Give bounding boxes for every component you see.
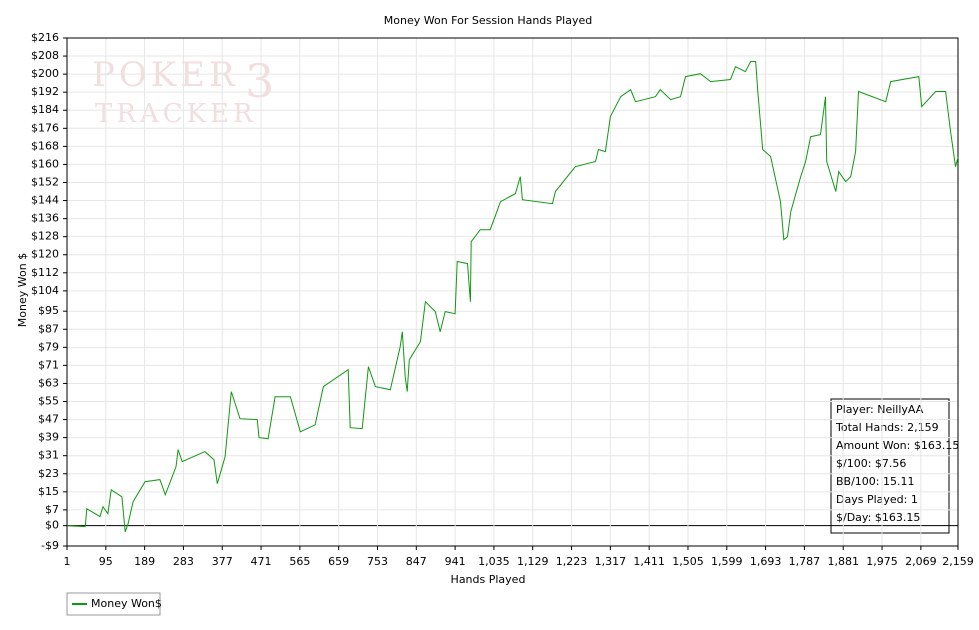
y-tick-label: $55 <box>38 395 59 408</box>
y-tick-label: $184 <box>31 103 59 116</box>
x-tick-label: 2,159 <box>942 555 974 568</box>
x-tick-label: 2,069 <box>905 555 937 568</box>
x-tick-label: 1,411 <box>633 555 665 568</box>
y-tick-label: $39 <box>38 431 59 444</box>
y-tick-label: $31 <box>38 449 59 462</box>
y-tick-label: $79 <box>38 340 59 353</box>
x-tick-label: 1,787 <box>789 555 821 568</box>
x-tick-label: 1,975 <box>866 555 898 568</box>
x-tick-label: 941 <box>445 555 466 568</box>
x-tick-label: 1,317 <box>595 555 627 568</box>
x-tick-label: 659 <box>328 555 349 568</box>
series-line <box>66 61 959 532</box>
y-tick-label: $152 <box>31 175 59 188</box>
y-tick-label: $144 <box>31 194 59 207</box>
chart-title: Money Won For Session Hands Played <box>384 14 592 27</box>
info-box: Player: NeillyAA Total Hands: 2,159 Amount… <box>830 398 959 534</box>
x-tick-label: 283 <box>173 555 194 568</box>
y-tick-label: $200 <box>31 67 59 80</box>
x-tick-label: 95 <box>99 555 113 568</box>
info-line: $/Day: $163.15 <box>836 511 920 524</box>
y-tick-label: $47 <box>38 413 59 426</box>
x-tick-label: 1,505 <box>672 555 704 568</box>
info-line: $/100: $7.56 <box>836 457 906 470</box>
y-tick-label: $87 <box>38 322 59 335</box>
y-axis-label: Money Won $ <box>16 253 29 327</box>
x-tick-label: 1,223 <box>556 555 588 568</box>
y-tick-label: $176 <box>31 121 59 134</box>
watermark: POKER <box>92 55 239 95</box>
y-tick-label: $216 <box>31 31 59 44</box>
y-tick-label: $160 <box>31 157 59 170</box>
watermark: TRACKER <box>95 99 257 129</box>
y-tick-label: $192 <box>31 85 59 98</box>
x-tick-label: 1,035 <box>478 555 510 568</box>
y-tick-label: $95 <box>38 304 59 317</box>
plot-frame <box>66 37 959 547</box>
info-line: Days Played: 1 <box>836 493 918 506</box>
info-box-frame <box>830 398 950 534</box>
y-tick-label: -$9 <box>41 539 59 552</box>
legend-frame <box>66 592 161 616</box>
x-tick-label: 1,129 <box>517 555 549 568</box>
y-tick-label: $208 <box>31 49 59 62</box>
y-tick-label: $71 <box>38 358 59 371</box>
x-tick-label: 377 <box>212 555 233 568</box>
x-tick-label: 1,693 <box>750 555 782 568</box>
y-tick-label: $7 <box>45 503 59 516</box>
y-tick-label: $0 <box>45 519 59 532</box>
info-line: Player: NeillyAA <box>836 403 924 416</box>
y-tick-label: $136 <box>31 212 59 225</box>
info-line: Total Hands: 2,159 <box>835 421 939 434</box>
y-tick-label: $63 <box>38 376 59 389</box>
info-line: BB/100: 15.11 <box>836 475 915 488</box>
y-tick-label: $120 <box>31 248 59 261</box>
y-tick-label: $15 <box>38 485 59 498</box>
x-tick-label: 1 <box>64 555 71 568</box>
x-tick-label: 1,881 <box>827 555 859 568</box>
x-tick-label: 847 <box>406 555 427 568</box>
x-tick-label: 189 <box>134 555 155 568</box>
watermark: 3 <box>245 54 278 108</box>
y-tick-label: $23 <box>38 467 59 480</box>
x-axis-label: Hands Played <box>451 573 526 586</box>
y-tick-label: $128 <box>31 230 59 243</box>
y-tick-label: $112 <box>31 266 59 279</box>
x-tick-label: 753 <box>367 555 388 568</box>
x-tick-label: 471 <box>251 555 272 568</box>
y-tick-label: $168 <box>31 139 59 152</box>
legend-label: Money Won$ <box>91 597 162 610</box>
x-tick-label: 1,599 <box>711 555 743 568</box>
x-tick-label: 565 <box>289 555 310 568</box>
info-line: Amount Won: $163.15 <box>836 439 959 452</box>
y-tick-label: $104 <box>31 284 59 297</box>
